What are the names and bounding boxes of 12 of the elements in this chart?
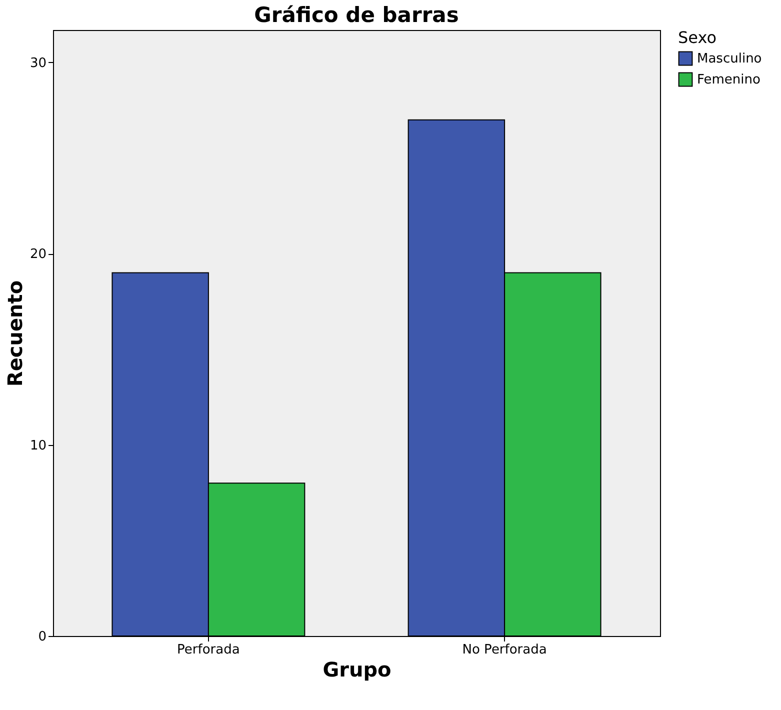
x-tick-label: Perforada — [177, 642, 240, 658]
legend-label: Masculino — [697, 52, 762, 66]
y-tick-label: 0 — [38, 630, 46, 644]
y-axis-title: Recuento — [2, 280, 27, 387]
chart-title: Gráfico de barras — [254, 3, 459, 27]
y-tick-label: 30 — [30, 56, 46, 71]
y-tick-label: 20 — [30, 247, 46, 262]
y-tick-label: 10 — [30, 438, 46, 454]
legend-title: Sexo — [678, 28, 716, 47]
x-axis-title: Grupo — [322, 658, 392, 682]
legend-label: Femenino — [697, 72, 761, 88]
x-tick-label: No Perforada — [462, 642, 547, 658]
